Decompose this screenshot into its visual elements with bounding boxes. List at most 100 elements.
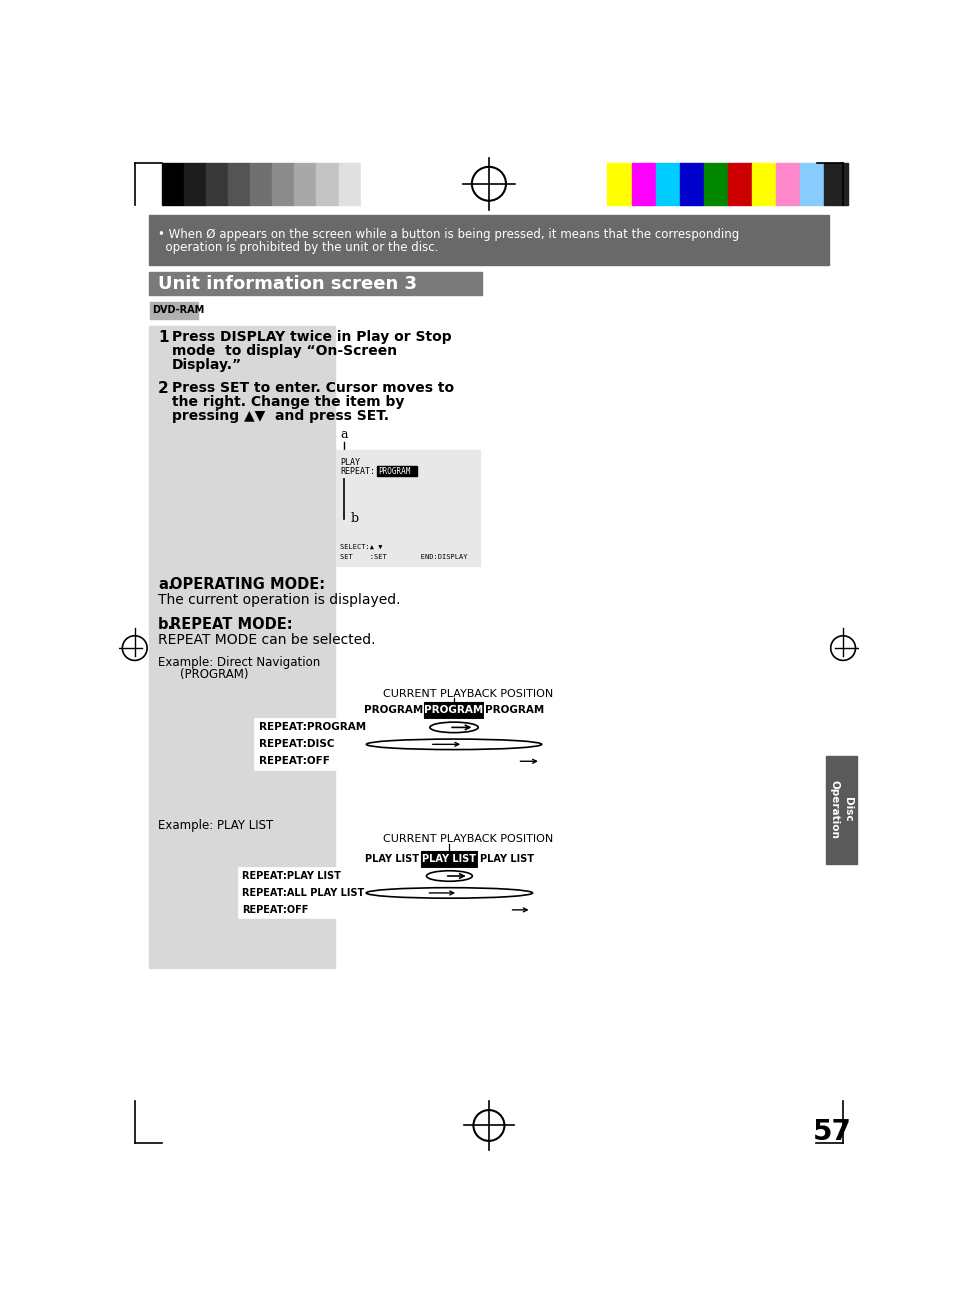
Bar — [363, 736, 423, 753]
Bar — [484, 719, 544, 736]
Bar — [239, 885, 363, 902]
Bar — [250, 163, 272, 206]
Text: 2: 2 — [158, 380, 169, 396]
Bar — [703, 163, 727, 206]
Bar — [420, 902, 477, 919]
Text: REPEAT MODE can be selected.: REPEAT MODE can be selected. — [158, 633, 375, 647]
Text: Press DISPLAY twice in Play or Stop: Press DISPLAY twice in Play or Stop — [172, 330, 451, 344]
Bar — [679, 163, 703, 206]
Bar — [149, 272, 481, 295]
Bar — [239, 902, 363, 919]
Text: 1: 1 — [158, 330, 169, 345]
Bar — [484, 753, 544, 770]
Bar — [206, 163, 228, 206]
Text: OPERATING MODE:: OPERATING MODE: — [171, 577, 325, 593]
Text: PROGRAM: PROGRAM — [484, 705, 543, 716]
Text: REPEAT:OFF: REPEAT:OFF — [242, 905, 309, 915]
Text: a: a — [340, 428, 348, 441]
Text: REPEAT:OFF: REPEAT:OFF — [258, 756, 330, 766]
Text: mode  to display “On-Screen: mode to display “On-Screen — [172, 344, 396, 358]
Text: • When Ø appears on the screen while a button is being pressed, it means that th: • When Ø appears on the screen while a b… — [158, 228, 739, 241]
Bar — [363, 719, 423, 736]
Bar — [477, 885, 535, 902]
Text: (PROGRAM): (PROGRAM) — [179, 668, 248, 681]
Bar — [420, 867, 477, 885]
Bar — [335, 450, 479, 565]
Bar — [484, 736, 544, 753]
Text: REPEAT MODE:: REPEAT MODE: — [171, 617, 293, 633]
Bar — [363, 701, 423, 719]
Text: PLAY LIST: PLAY LIST — [422, 854, 476, 864]
Bar — [607, 163, 631, 206]
Bar — [477, 850, 535, 867]
Bar — [149, 326, 335, 968]
Text: REPEAT:DISC: REPEAT:DISC — [258, 739, 334, 749]
Bar — [228, 163, 250, 206]
Text: PROGRAM: PROGRAM — [377, 467, 410, 476]
Bar — [477, 867, 535, 885]
Bar — [363, 867, 420, 885]
Bar — [150, 303, 198, 318]
Text: CURRENT PLAYBACK POSITION: CURRENT PLAYBACK POSITION — [382, 835, 553, 845]
Text: the right. Change the item by: the right. Change the item by — [172, 395, 404, 409]
Bar — [363, 753, 423, 770]
Bar — [338, 163, 360, 206]
Text: Disc
Operation: Disc Operation — [829, 780, 852, 840]
Text: CURRENT PLAYBACK POSITION: CURRENT PLAYBACK POSITION — [382, 688, 553, 699]
Bar — [775, 163, 799, 206]
Bar — [799, 163, 822, 206]
Bar — [363, 885, 420, 902]
Text: Example: Direct Navigation: Example: Direct Navigation — [158, 656, 320, 669]
Text: PROGRAM: PROGRAM — [424, 705, 483, 716]
Bar — [184, 163, 206, 206]
Text: b: b — [350, 512, 358, 525]
Text: b.: b. — [158, 617, 174, 633]
Text: operation is prohibited by the unit or the disc.: operation is prohibited by the unit or t… — [158, 241, 438, 254]
Bar — [825, 756, 856, 863]
Text: a.: a. — [158, 577, 173, 593]
Bar — [254, 736, 363, 753]
Bar — [423, 719, 484, 736]
Bar — [149, 215, 828, 265]
Text: Unit information screen 3: Unit information screen 3 — [158, 274, 416, 292]
Bar — [239, 867, 363, 885]
Bar — [254, 719, 363, 736]
Text: PLAY LIST: PLAY LIST — [365, 854, 418, 864]
Bar — [822, 163, 847, 206]
Text: SET    :SET        END:DISPLAY: SET :SET END:DISPLAY — [340, 554, 467, 560]
Text: Press SET to enter. Cursor moves to: Press SET to enter. Cursor moves to — [172, 380, 454, 395]
Text: DVD-RAM: DVD-RAM — [152, 305, 205, 316]
Text: SELECT:▲ ▼: SELECT:▲ ▼ — [340, 545, 382, 550]
Bar — [420, 850, 477, 867]
Text: REPEAT:PLAY LIST: REPEAT:PLAY LIST — [242, 871, 341, 881]
Bar — [376, 466, 416, 476]
Bar — [149, 302, 451, 320]
Bar — [272, 163, 294, 206]
Text: PLAY: PLAY — [340, 458, 359, 467]
Bar — [631, 163, 655, 206]
Text: PROGRAM: PROGRAM — [364, 705, 423, 716]
Text: Display.”: Display.” — [172, 357, 242, 371]
Text: REPEAT:ALL PLAY LIST: REPEAT:ALL PLAY LIST — [242, 888, 364, 898]
Text: The current operation is displayed.: The current operation is displayed. — [158, 593, 400, 607]
Text: PLAY LIST: PLAY LIST — [479, 854, 533, 864]
Bar — [423, 736, 484, 753]
Bar — [316, 163, 338, 206]
Bar — [363, 850, 420, 867]
Text: Example: PLAY LIST: Example: PLAY LIST — [158, 819, 273, 832]
Bar — [484, 701, 544, 719]
Bar — [655, 163, 679, 206]
Text: pressing ▲▼  and press SET.: pressing ▲▼ and press SET. — [172, 409, 389, 423]
Bar — [751, 163, 775, 206]
Bar — [162, 163, 184, 206]
Text: 57: 57 — [812, 1118, 851, 1145]
Bar — [477, 902, 535, 919]
Bar — [363, 902, 420, 919]
Text: REPEAT:: REPEAT: — [340, 467, 375, 476]
Bar — [420, 885, 477, 902]
Bar — [423, 701, 484, 719]
Bar — [360, 163, 382, 206]
Bar — [423, 753, 484, 770]
Bar — [727, 163, 751, 206]
Bar — [254, 753, 363, 770]
